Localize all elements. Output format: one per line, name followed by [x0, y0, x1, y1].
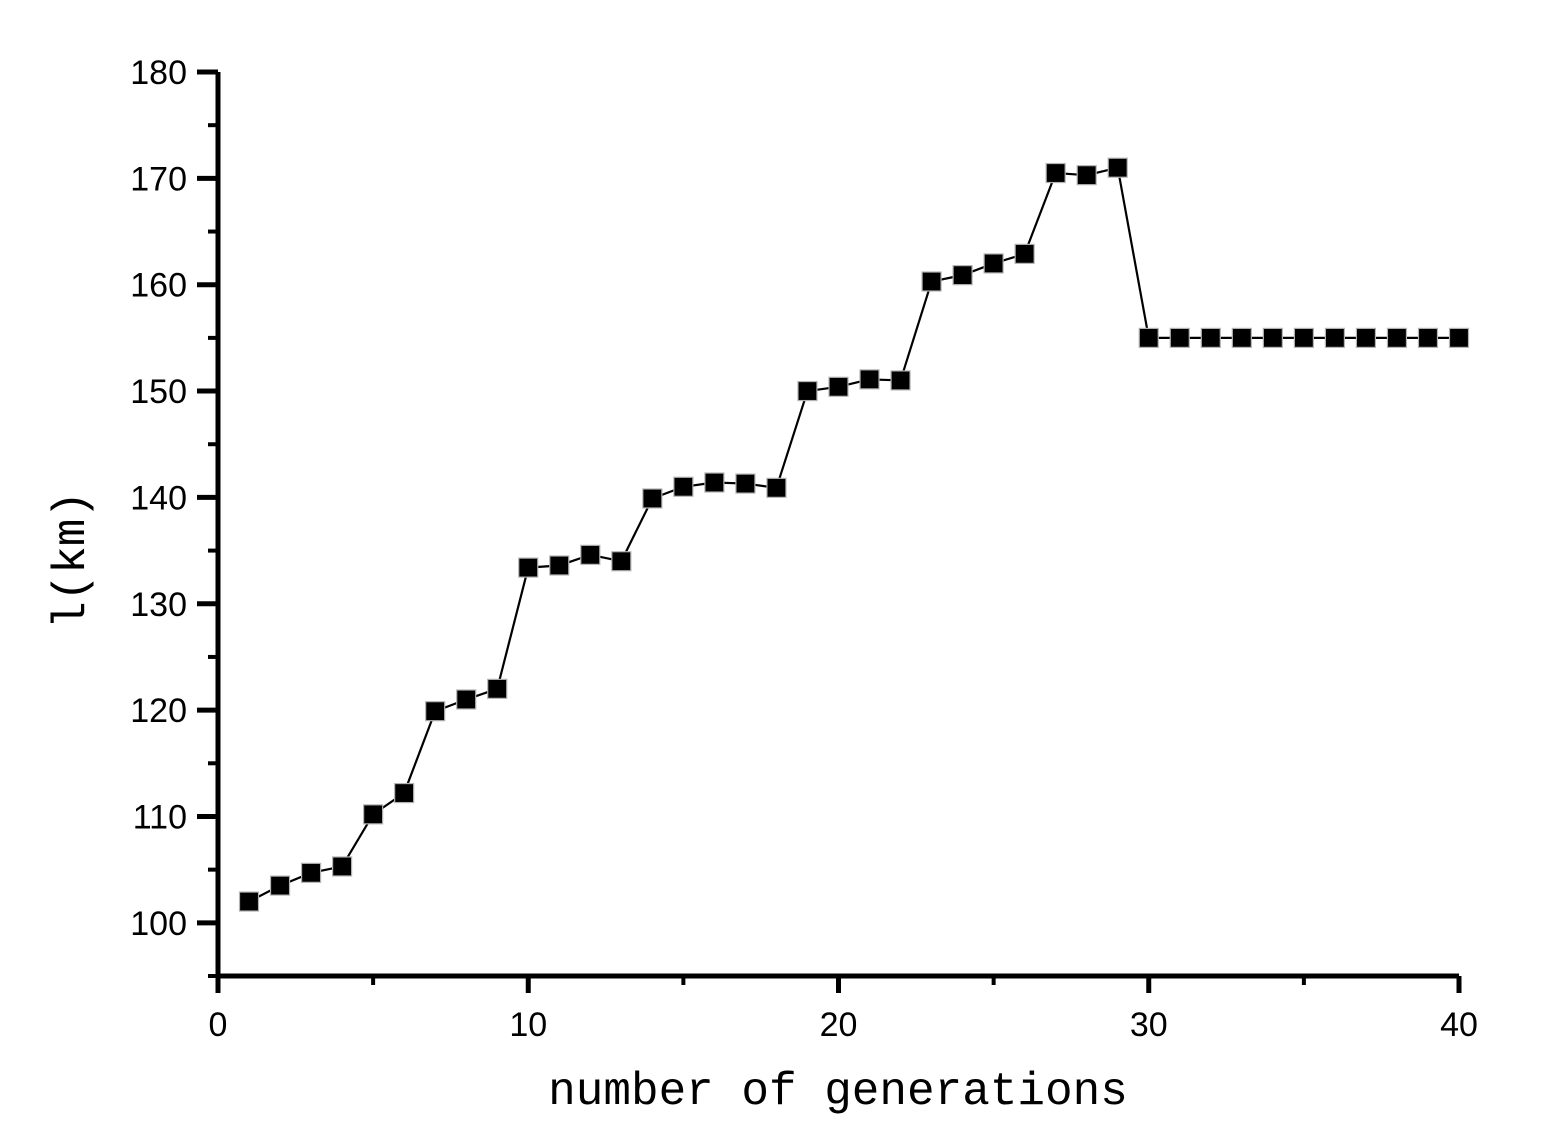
- data-point-marker: [1014, 243, 1035, 264]
- y-tick-label: 150: [130, 373, 187, 411]
- data-point-marker: [1386, 327, 1408, 348]
- data-point-marker: [332, 856, 353, 877]
- y-tick-label: 170: [130, 160, 187, 198]
- y-tick-label: 100: [130, 905, 187, 943]
- data-point-marker: [1262, 327, 1283, 348]
- data-point-marker: [642, 488, 663, 509]
- data-point-marker: [363, 804, 384, 825]
- data-point-marker: [1076, 165, 1097, 186]
- x-axis-title: number of generations: [548, 1066, 1128, 1118]
- data-point-marker: [394, 782, 415, 804]
- y-tick-label: 110: [133, 798, 187, 836]
- data-point-marker: [1107, 157, 1128, 178]
- data-point-marker: [828, 376, 849, 397]
- data-point-marker: [766, 477, 787, 498]
- x-tick-label: 0: [209, 1006, 228, 1044]
- data-point-marker: [952, 265, 973, 286]
- y-axis-title: l(km): [46, 490, 98, 630]
- data-point-marker: [859, 369, 880, 390]
- x-tick-label: 10: [509, 1006, 547, 1044]
- data-point-marker: [1045, 162, 1066, 184]
- y-tick-label: 140: [130, 479, 187, 517]
- y-tick-label: 160: [130, 267, 187, 305]
- data-point-marker: [611, 551, 632, 572]
- data-point-marker: [1293, 327, 1314, 348]
- data-point-marker: [1231, 327, 1252, 348]
- y-tick-label: 180: [130, 54, 187, 92]
- data-point-marker: [921, 271, 942, 292]
- x-tick-label: 40: [1440, 1006, 1478, 1044]
- data-point-marker: [300, 862, 322, 883]
- data-point-marker: [983, 253, 1004, 274]
- data-line: [248, 166, 1459, 903]
- y-tick-label: 120: [130, 692, 187, 730]
- data-point-marker: [1169, 327, 1190, 348]
- data-point-marker: [269, 875, 291, 896]
- data-point-marker: [1138, 327, 1159, 348]
- data-point-marker: [1324, 327, 1346, 348]
- data-point-marker: [456, 689, 477, 710]
- data-point-marker: [238, 891, 260, 912]
- data-point-marker: [797, 380, 818, 402]
- data-point-marker: [487, 678, 508, 699]
- data-point-marker: [518, 557, 539, 578]
- data-point-marker: [735, 473, 756, 494]
- data-point-marker: [1200, 327, 1221, 348]
- y-tick-label: 130: [130, 586, 187, 624]
- data-point-marker: [1448, 327, 1470, 348]
- data-point-marker: [549, 555, 570, 576]
- x-tick-label: 20: [820, 1006, 858, 1044]
- data-point-marker: [580, 544, 601, 565]
- data-point-marker: [1355, 327, 1377, 348]
- data-point-marker: [704, 472, 725, 493]
- data-point-marker: [890, 370, 911, 391]
- data-point-marker: [673, 476, 694, 497]
- data-point-marker: [1417, 327, 1439, 348]
- data-point-marker: [425, 701, 446, 722]
- x-tick-label: 30: [1130, 1006, 1168, 1044]
